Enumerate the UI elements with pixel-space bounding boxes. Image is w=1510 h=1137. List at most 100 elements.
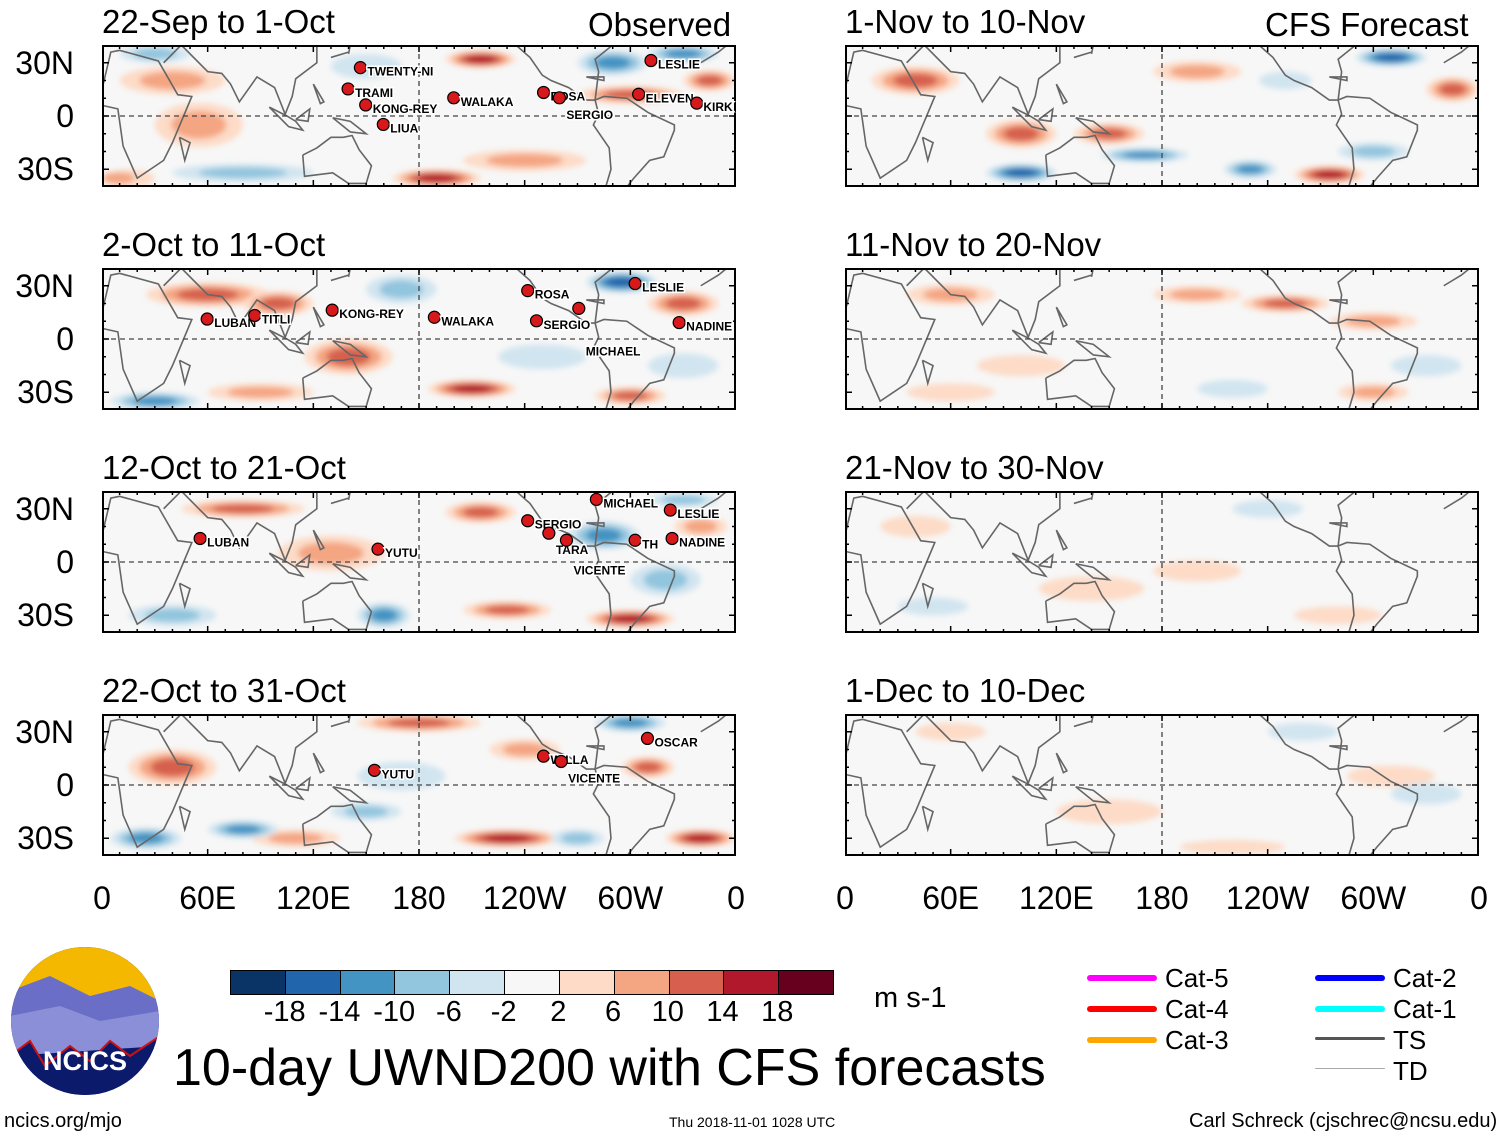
storm-marker: TITLI [248, 308, 292, 328]
lat-label: 30S [17, 820, 74, 857]
coastline [700, 45, 728, 64]
coastline [594, 764, 676, 856]
coastline [1443, 45, 1471, 64]
wind-anomaly [647, 291, 719, 316]
coastline [1044, 134, 1116, 185]
storm-marker: MICHAEL [589, 492, 660, 512]
coastline [1075, 785, 1112, 804]
coastline [1329, 745, 1348, 751]
wind-anomaly [154, 102, 243, 148]
hurricane-icon [193, 531, 207, 546]
wind-anomaly [463, 601, 552, 619]
lat-label: 0 [56, 544, 74, 580]
storm-label: MICHAEL [603, 496, 658, 510]
colorbar-swatch [394, 971, 450, 994]
source-link[interactable]: ncics.org/mjo [4, 1110, 122, 1132]
wind-anomaly [985, 119, 1057, 148]
timestamp: Thu 2018-11-01 1028 UTC [669, 1114, 836, 1130]
colorbar-swatch [558, 971, 614, 994]
coastline [102, 718, 193, 849]
wind-anomaly [1346, 765, 1435, 787]
hurricane-icon [542, 526, 556, 540]
storm-marker: LESLIE [663, 503, 721, 523]
wind-anomaly [568, 521, 640, 550]
hurricane-icon [552, 91, 567, 105]
wind-anomaly [647, 492, 719, 507]
legend-swatch [1315, 975, 1385, 981]
coastline [1073, 497, 1092, 505]
hurricane-icon [628, 533, 642, 547]
coastline [1075, 339, 1112, 358]
hurricane-icon [325, 303, 339, 317]
coastline [1337, 541, 1419, 633]
colorbar-label: 10 [651, 996, 684, 1028]
storm-marker: VICENTE [559, 533, 627, 579]
storm-marker: ELEVEN [632, 87, 695, 107]
wind-anomaly [906, 383, 995, 402]
storm-label: LUBAN [214, 316, 256, 330]
coastline [1335, 545, 1355, 633]
coastline [1055, 306, 1069, 328]
coastline [592, 322, 612, 410]
coastline [1337, 318, 1419, 410]
coastline [1011, 329, 1048, 355]
storm-label: NADINE [686, 320, 732, 334]
coastline [330, 51, 349, 59]
wind-anomaly [1153, 60, 1242, 83]
colorbar-swatch [668, 971, 724, 994]
storm-label: YUTU [385, 546, 418, 560]
coastline [1073, 720, 1092, 728]
coastline [700, 268, 728, 287]
wind-anomaly [102, 169, 155, 187]
panel-title: 1-Nov to 10-Nov [845, 3, 1086, 40]
colorbar-label: -18 [263, 996, 306, 1028]
coastline [921, 359, 935, 387]
storm-label: LUBAN [207, 535, 249, 549]
hurricane-icon [521, 514, 535, 528]
storm-label: TWENTY-NI [367, 65, 433, 79]
coastline [312, 752, 326, 774]
coastline [515, 714, 614, 770]
lon-label: 0 [1470, 880, 1488, 916]
hurricane-icon [572, 301, 586, 315]
lon-label: 60W [1340, 880, 1407, 916]
lon-label: 0 [93, 880, 111, 916]
wind-anomaly [128, 604, 217, 626]
colorbar-swatch [504, 971, 559, 994]
legend-label: Cat-3 [1165, 1025, 1229, 1055]
coastline [1073, 51, 1092, 59]
wind-anomaly [647, 45, 719, 63]
coastline [592, 768, 612, 856]
wind-anomaly [1294, 165, 1365, 184]
storm-marker: LUBAN [193, 531, 251, 551]
storm-label: LESLIE [658, 58, 700, 72]
coastline [1075, 562, 1112, 581]
storm-marker: KONG-REY [359, 98, 439, 117]
coastline [268, 775, 305, 801]
hurricane-icon [359, 98, 373, 112]
map-panel-forecast [845, 268, 1479, 410]
wind-anomaly [119, 66, 226, 95]
wind-anomaly [1153, 285, 1242, 304]
hurricane-icon [341, 82, 355, 96]
storm-marker: VICENTE [554, 754, 622, 787]
hurricane-icon [248, 308, 262, 323]
hurricane-icon [632, 87, 646, 101]
wind-anomaly [463, 149, 587, 172]
coastline [163, 714, 318, 786]
colorbar-swatch [778, 971, 833, 994]
coastline [312, 529, 326, 551]
storm-label: OSCAR [654, 735, 698, 749]
coastline [1443, 268, 1471, 287]
storm-marker: ROSA [521, 284, 571, 303]
storm-label: TITLI [262, 312, 291, 326]
coastline [1443, 714, 1471, 733]
wind-anomaly [251, 829, 340, 848]
legend-label: TS [1393, 1025, 1427, 1055]
hurricane-icon [521, 284, 535, 298]
hurricane-icon [628, 276, 642, 291]
storm-marker: KONG-REY [325, 303, 405, 323]
hurricane-icon [427, 310, 441, 324]
coastline [1258, 268, 1357, 324]
